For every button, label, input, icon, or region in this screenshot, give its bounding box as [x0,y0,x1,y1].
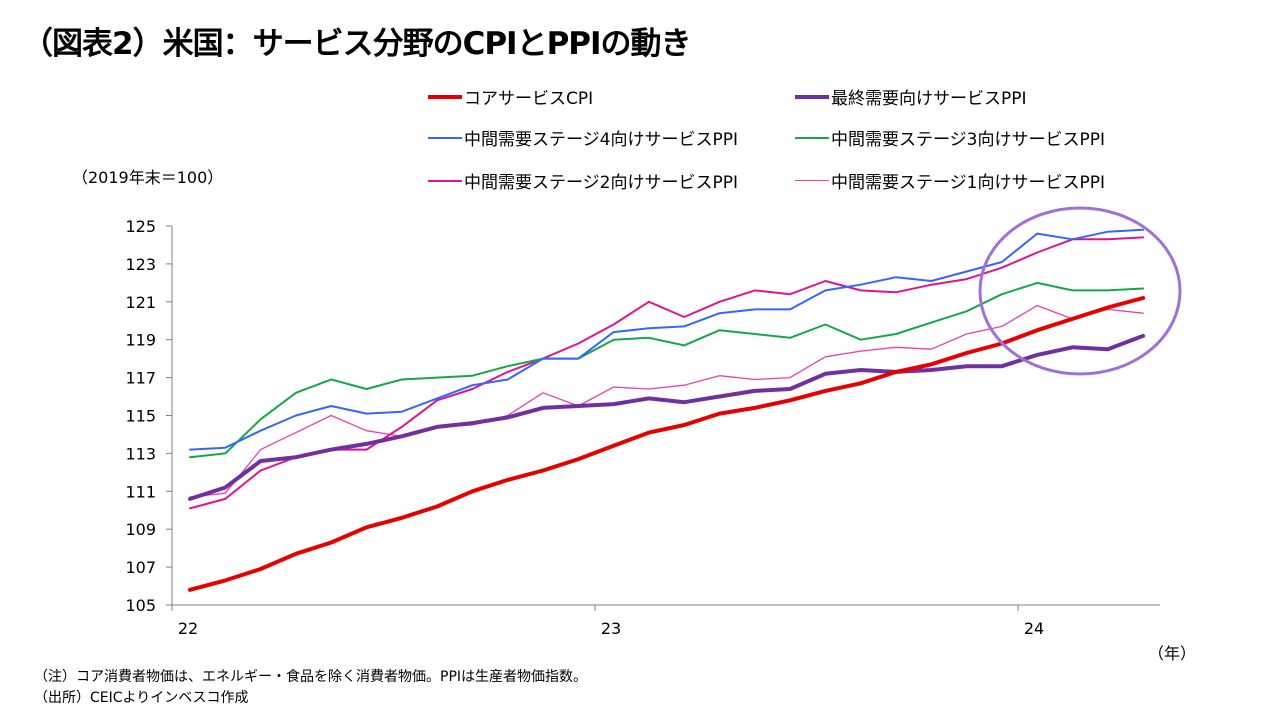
legend-item-final-demand-ppi: 最終需要向けサービスPPI [795,84,1027,109]
x-tick-label: 23 [601,619,621,638]
x-axis-unit-label: （年） [1148,644,1197,663]
series-line-0 [188,296,1146,592]
y-tick-label: 105 [125,596,156,615]
y-tick-label: 115 [125,407,156,426]
source-note: （出所）CEICよりインベスコ作成 [34,690,249,706]
legend-item-stage3-ppi: 中間需要ステージ3向けサービスPPI [795,125,1105,150]
y-tick-label: 125 [125,217,156,236]
legend-label: 中間需要ステージ4向けサービスPPI [464,130,738,150]
legend-label: 最終需要向けサービスPPI [831,89,1027,109]
series-line-4 [189,236,1145,510]
x-tick-label: 24 [1024,619,1044,638]
y-tick-label: 109 [125,520,156,539]
legend-item-stage1-ppi: 中間需要ステージ1向けサービスPPI [795,168,1105,193]
y-tick-label: 113 [125,444,156,463]
footnote: （注）コア消費者物価は、エネルギー・食品を除く消費者物価。PPIは生産者物価指数… [34,669,588,685]
legend-swatch [428,179,462,182]
legend-item-stage4-ppi: 中間需要ステージ4向けサービスPPI [428,125,738,150]
y-axis-unit-label: （2019年末＝100） [72,168,224,187]
y-tick-label: 107 [125,558,156,577]
x-tick-label: 22 [178,619,198,638]
series-line-1 [188,333,1146,501]
legend-label: 中間需要ステージ2向けサービスPPI [464,173,738,193]
series-line-5 [189,304,1144,498]
legend-item-core-service-cpi: コアサービスCPI [428,84,593,109]
series-line-3 [189,281,1145,459]
legend-item-stage2-ppi: 中間需要ステージ2向けサービスPPI [428,168,738,193]
legend-label: 中間需要ステージ3向けサービスPPI [831,130,1105,150]
legend-label: コアサービスCPI [464,89,594,109]
legend-swatch [428,94,462,99]
legend-swatch [795,179,829,182]
y-tick-label: 111 [125,482,156,501]
legend-swatch [795,136,829,139]
y-tick-label: 117 [125,369,156,388]
y-tick-label: 123 [125,255,156,274]
legend-swatch [428,136,462,139]
page-title: （図表2）米国：サービス分野のCPIとPPIの動き [22,26,692,62]
chart-legend: コアサービスCPI 最終需要向けサービスPPI 中間需要ステージ4向けサービスP… [0,0,1280,200]
highlight-circle [978,206,1182,376]
y-tick-label: 121 [125,293,156,312]
y-tick-label: 119 [125,331,156,350]
legend-swatch [795,94,829,99]
legend-label: 中間需要ステージ1向けサービスPPI [831,173,1105,193]
